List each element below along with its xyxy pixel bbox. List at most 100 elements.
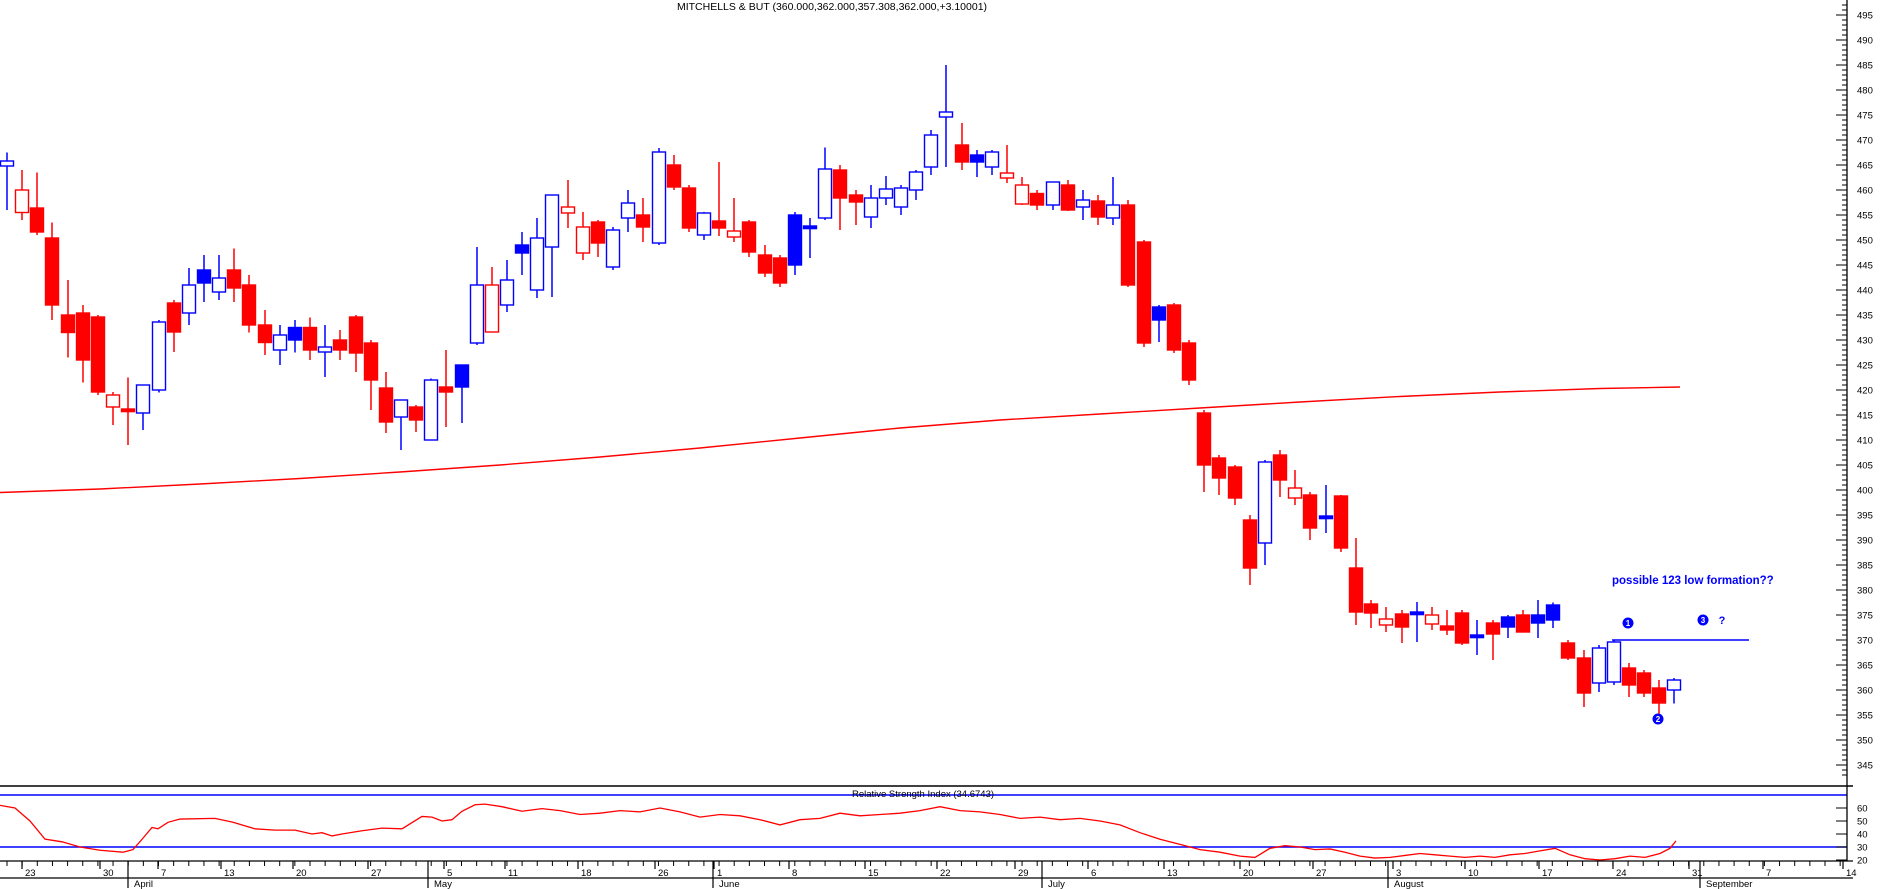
- candle: [90, 315, 106, 395]
- candle: [772, 255, 788, 287]
- rsi-panel-title: Relative Strength Index (34.6743): [852, 789, 994, 800]
- candle-body: [1333, 495, 1349, 549]
- candle: [757, 245, 773, 277]
- candle-body: [1257, 461, 1273, 544]
- candle-body: [741, 221, 757, 253]
- date-label: 27: [371, 868, 382, 879]
- month-label: April: [134, 879, 153, 889]
- candle: [423, 378, 439, 441]
- date-label: 8: [792, 868, 797, 879]
- candle: [1257, 460, 1273, 565]
- date-label: 26: [658, 868, 669, 879]
- candle-body: [181, 284, 197, 314]
- candle-body: [1409, 611, 1425, 616]
- candle: [711, 162, 727, 236]
- date-label: 29: [1018, 868, 1029, 879]
- candle-body: [454, 364, 470, 388]
- candle: [1151, 305, 1167, 342]
- candle: [0, 152, 15, 210]
- candle: [605, 227, 621, 270]
- candle-body: [1166, 304, 1182, 351]
- price-axis-label: 460: [1857, 186, 1873, 197]
- candle-body: [1394, 613, 1410, 628]
- date-label: 15: [868, 868, 879, 879]
- candle-body: [1378, 618, 1394, 626]
- candle-body: [1454, 612, 1470, 644]
- candle: [1636, 670, 1652, 697]
- candle: [1606, 640, 1622, 685]
- candle-body: [1621, 667, 1637, 686]
- candle: [787, 212, 803, 275]
- candle-body: [120, 408, 136, 413]
- candle: [954, 123, 970, 170]
- candle-body: [787, 214, 803, 266]
- candle: [1196, 410, 1212, 492]
- candle: [181, 268, 197, 325]
- candle: [196, 255, 212, 302]
- candle-body: [1136, 241, 1152, 344]
- candle-body: [544, 194, 560, 248]
- candle: [999, 145, 1015, 183]
- candle: [393, 399, 409, 450]
- candle-body: [1211, 457, 1227, 479]
- marker-number: 1: [1626, 619, 1631, 628]
- candle: [14, 170, 30, 220]
- candle: [1242, 515, 1258, 585]
- candle-body: [1287, 487, 1303, 499]
- candle-body: [378, 387, 394, 423]
- candle: [1060, 180, 1076, 211]
- candle-body: [1545, 604, 1561, 621]
- candle: [1621, 663, 1637, 697]
- price-axis-label: 390: [1857, 536, 1873, 547]
- rsi-axis-label: 30: [1857, 843, 1868, 854]
- candle-body: [969, 154, 985, 163]
- price-axis-label: 440: [1857, 286, 1873, 297]
- price-axis-label: 355: [1857, 711, 1873, 722]
- date-label: 13: [1167, 868, 1178, 879]
- price-axis-label: 470: [1857, 136, 1873, 147]
- candle: [1469, 620, 1485, 655]
- candle-body: [893, 187, 909, 208]
- candle-body: [438, 386, 454, 393]
- price-axis-label: 385: [1857, 561, 1873, 572]
- marker-circle-icon: [1697, 614, 1709, 626]
- candle-body: [44, 237, 60, 306]
- price-axis-label: 490: [1857, 36, 1873, 47]
- candle-body: [1515, 614, 1531, 633]
- date-label: 17: [1542, 868, 1553, 879]
- price-axis-label: 480: [1857, 86, 1873, 97]
- candle-body: [1029, 192, 1045, 206]
- candle: [514, 232, 530, 275]
- candle: [1591, 645, 1607, 692]
- annotation-text: possible 123 low formation??: [1612, 575, 1774, 587]
- candle: [105, 392, 121, 425]
- month-label: September: [1706, 879, 1752, 889]
- candle: [1075, 190, 1091, 220]
- candle-body: [1120, 204, 1136, 286]
- rsi-line: [0, 803, 1677, 861]
- price-axis-label: 380: [1857, 586, 1873, 597]
- candle-body: [605, 229, 621, 268]
- candle-body: [696, 212, 712, 236]
- candle: [741, 220, 757, 257]
- price-axis-label: 425: [1857, 361, 1873, 372]
- candle: [848, 190, 864, 225]
- candle-body: [848, 194, 864, 203]
- chart-title: MITCHELLS & BUT (360.000,362.000,357.308…: [676, 1, 988, 13]
- candle: [226, 248, 242, 302]
- price-axis-label: 405: [1857, 461, 1873, 472]
- candle: [529, 218, 545, 298]
- candle: [1666, 678, 1682, 704]
- date-axis: 23 30 7 13 20 27 5 11 18 26 1 8 15 22 29 6 13 20 27 3 10 17 24…: [0, 860, 1857, 889]
- candle: [211, 255, 227, 300]
- candle-body: [817, 168, 833, 219]
- candle: [60, 280, 76, 358]
- price-axis-label: 420: [1857, 386, 1873, 397]
- candle-body: [408, 406, 424, 421]
- candle-body: [772, 257, 788, 284]
- marker-number: 3: [1701, 616, 1706, 625]
- price-axis-label: 475: [1857, 111, 1873, 122]
- month-label: May: [434, 879, 452, 889]
- candle-body: [999, 172, 1015, 179]
- annotation-marker-1: 1: [1622, 617, 1634, 629]
